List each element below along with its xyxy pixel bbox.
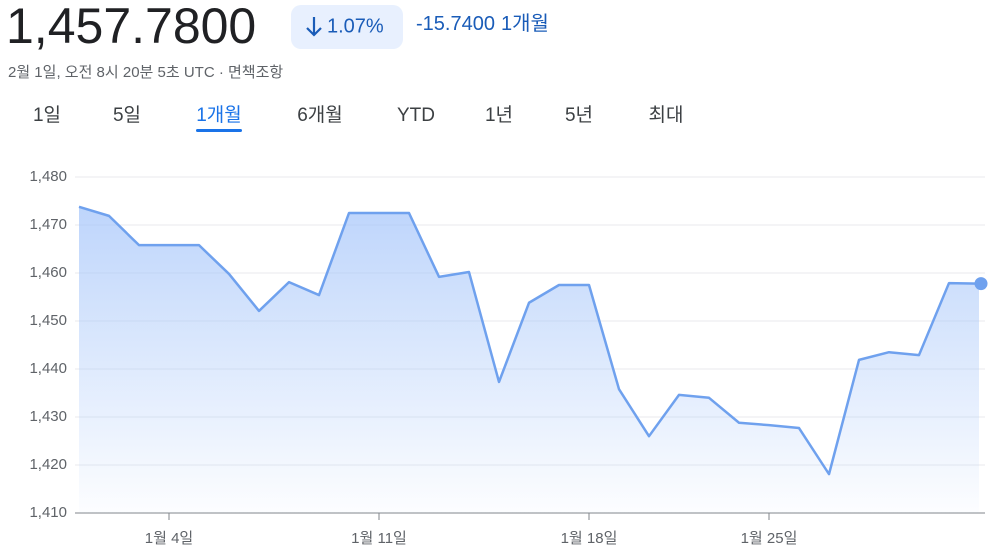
plot: 1,410 1,420 1,430 1,440 1,450 1,460 1,470 1,480…	[29, 168, 988, 547]
range-tab[interactable]: YTD	[397, 105, 435, 126]
range-tab[interactable]: 1개월	[196, 104, 242, 126]
range-tab[interactable]: 1일	[33, 104, 61, 126]
x-tick-label: 1월 11일	[351, 530, 407, 547]
y-tick-label: 1,450	[29, 312, 67, 329]
y-tick-label: 1,430	[29, 408, 67, 425]
y-tick-label: 1,440	[29, 360, 67, 377]
range-tab[interactable]: 5년	[565, 104, 593, 126]
y-tick-label: 1,480	[29, 168, 67, 185]
active-tab-underline	[196, 129, 242, 132]
price: 1,457.7800	[6, 0, 256, 54]
x-tick-label: 1월 4일	[145, 530, 193, 547]
range-tab[interactable]: 6개월	[297, 104, 343, 126]
change-percent: 1.07%	[327, 15, 384, 37]
y-tick-label: 1,470	[29, 216, 67, 233]
last-point	[974, 277, 988, 291]
range-tab[interactable]: 최대	[649, 104, 684, 126]
down-arrow-icon	[306, 17, 322, 37]
change-badge	[291, 5, 403, 49]
x-tick-label: 1월 18일	[561, 530, 618, 547]
y-tick-label: 1,420	[29, 456, 67, 473]
y-tick-label: 1,460	[29, 264, 67, 281]
period: 1개월	[501, 12, 549, 35]
area	[79, 206, 979, 513]
y-tick-label: 1,410	[29, 504, 67, 521]
line	[78, 205, 980, 476]
x-tick-label: 1월 25일	[741, 530, 798, 547]
subtitle: 2월 1일, 오전 8시 20분 5초 UTC · 면책조항	[8, 64, 283, 81]
change-value: -15.7400 1개월	[416, 12, 549, 35]
range-tab[interactable]: 5일	[113, 104, 141, 126]
change: -15.7400	[416, 13, 495, 35]
range-tabs: 1일 5일 1개월 6개월 YTD 1년 5년 최대	[33, 104, 684, 132]
range-tab[interactable]: 1년	[485, 104, 513, 126]
